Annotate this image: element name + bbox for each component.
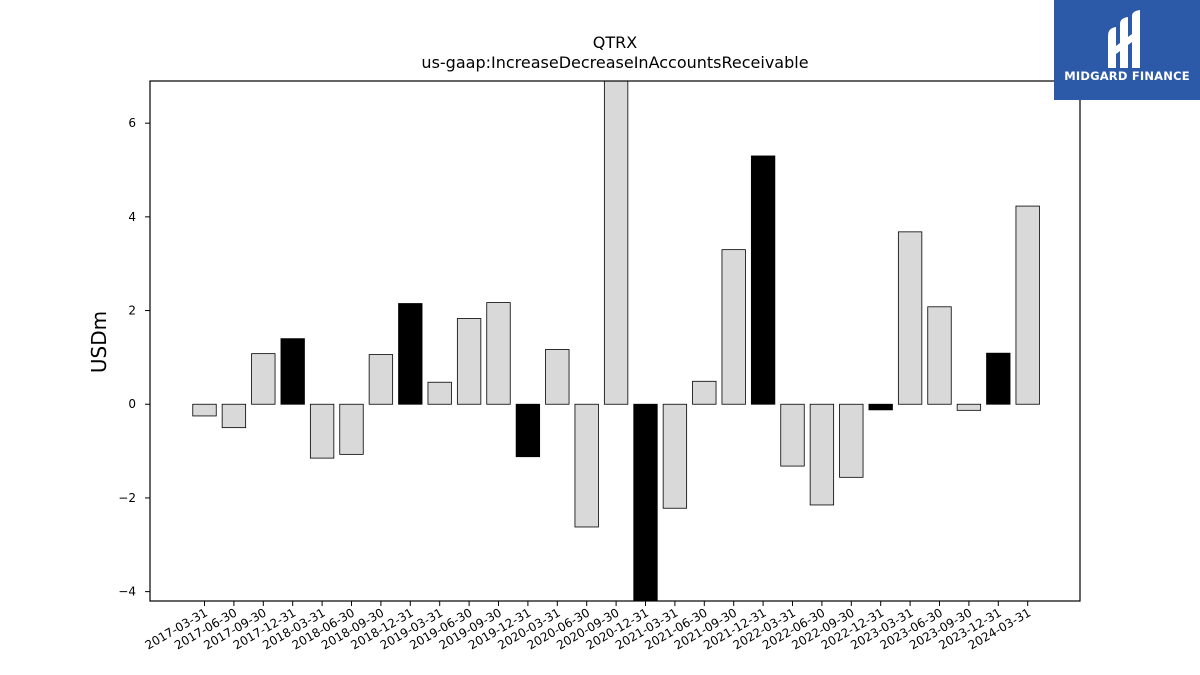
bar-2017-03-31 <box>192 403 217 417</box>
x-axis: 2017-03-312017-06-302017-09-302017-12-31… <box>143 601 1033 652</box>
bar-2021-12-31 <box>750 155 776 405</box>
bar-2019-09-30 <box>486 302 511 405</box>
bar-2019-12-31 <box>515 403 541 458</box>
bar-2021-06-30 <box>692 380 717 405</box>
bar-2022-09-30 <box>839 403 864 478</box>
bar-2024-03-31 <box>1015 205 1040 405</box>
bar-2020-09-30 <box>603 81 629 405</box>
bar-2023-12-31 <box>986 352 1011 405</box>
bar-2019-03-31 <box>427 381 452 405</box>
brand-name: MIDGARD FINANCE <box>1064 69 1190 83</box>
bar-2023-03-31 <box>897 231 923 405</box>
bar-2020-06-30 <box>574 403 599 528</box>
bar-2017-12-31 <box>280 338 305 405</box>
bar-2018-09-30 <box>368 354 394 405</box>
chart-subtitle: us-gaap:IncreaseDecreaseInAccountsReceiv… <box>421 53 808 72</box>
y-tick-label: 4 <box>128 210 136 224</box>
y-axis: −4 −2 0 2 4 6 <box>118 116 150 599</box>
bar-2018-12-31 <box>398 303 423 405</box>
bar-2020-12-31 <box>633 403 658 601</box>
bar-2022-03-31 <box>780 403 805 467</box>
bar-2018-03-31 <box>309 403 335 459</box>
brand-logo: MIDGARD FINANCE <box>1054 0 1200 100</box>
y-tick-label: 6 <box>128 116 136 130</box>
y-tick-label: −4 <box>118 585 136 599</box>
bar-2018-06-30 <box>339 403 364 455</box>
bar-2019-06-30 <box>456 318 482 405</box>
bar-2023-09-30 <box>956 403 982 411</box>
bar-2022-06-30 <box>809 403 835 506</box>
y-tick-label: 2 <box>128 304 136 318</box>
chart-title: QTRX <box>593 33 637 52</box>
y-tick-label: −2 <box>118 491 136 505</box>
bar-2020-03-31 <box>545 349 570 405</box>
bar-2017-09-30 <box>251 353 276 405</box>
y-axis-label: USDm <box>87 311 111 373</box>
bar-2022-12-31 <box>868 403 893 411</box>
bar-2017-06-30 <box>221 403 247 429</box>
bar-2021-03-31 <box>662 403 688 509</box>
y-tick-label: 0 <box>128 397 136 411</box>
brand-logo-mark <box>1108 10 1140 68</box>
bar-2023-06-30 <box>927 306 952 405</box>
bars-layer <box>192 81 1040 601</box>
bar-2021-09-30 <box>721 249 746 405</box>
plot-frame <box>149 80 1081 602</box>
